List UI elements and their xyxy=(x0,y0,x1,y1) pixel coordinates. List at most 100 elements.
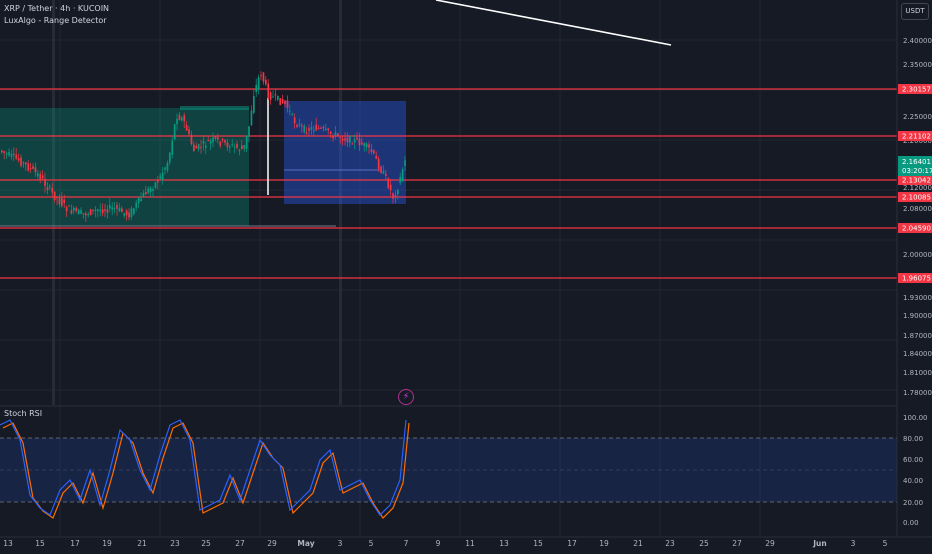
candle-body xyxy=(291,113,294,115)
level-label-bg xyxy=(898,84,932,94)
time-tick-label: 5 xyxy=(883,539,888,548)
oscillator-axis[interactable]: 100.00 80.00 60.00 40.00 20.00 0.00 xyxy=(903,414,928,527)
time-tick-label: 23 xyxy=(170,539,180,548)
candle-body xyxy=(387,178,390,188)
time-axis[interactable]: 13 15 17 19 21 23 25 27 29 May 3 5 7 9 11 13 15 17 19 21 23 2… xyxy=(3,539,887,548)
time-tick-label: 9 xyxy=(436,539,441,548)
candle-body xyxy=(164,167,166,170)
candle-body xyxy=(181,117,183,121)
level-labels: 2.30157 2.21102 2.13042 2.10085 2.04590 1.960… xyxy=(898,84,932,283)
candle-body xyxy=(87,213,90,216)
time-tick-label: 27 xyxy=(235,539,245,548)
candle-body xyxy=(253,96,255,113)
candle-body xyxy=(284,100,286,104)
candle-body xyxy=(289,110,291,112)
candle-body xyxy=(231,144,234,146)
time-tick-label: 11 xyxy=(465,539,475,548)
candle-body xyxy=(327,128,330,131)
oscillator-title[interactable]: Stoch RSI xyxy=(4,409,43,418)
candle-body xyxy=(219,141,222,146)
oscillator-tick-label: 20.00 xyxy=(903,499,923,507)
candle-body xyxy=(183,115,186,122)
candle-body xyxy=(212,137,214,143)
price-tick-label: 1.87000 xyxy=(903,332,932,340)
candle-body xyxy=(373,150,375,154)
candle-body xyxy=(269,92,272,100)
indicator-title[interactable]: LuxAlgo - Range Detector xyxy=(4,16,107,25)
time-tick-label: 21 xyxy=(137,539,147,548)
candle-body xyxy=(10,153,13,157)
candle-body xyxy=(111,207,114,210)
candle-body xyxy=(68,205,70,207)
candle-body xyxy=(39,174,42,181)
candle-body xyxy=(147,188,150,193)
lightning-icon[interactable]: ⚡ xyxy=(398,389,414,405)
time-tick-label: 3 xyxy=(338,539,343,548)
candle-body xyxy=(200,146,202,148)
level-label-bg xyxy=(898,273,932,283)
candle-body xyxy=(104,209,106,211)
time-tick-label: 15 xyxy=(533,539,543,548)
price-tick-label: 2.00000 xyxy=(903,251,932,259)
candle-body xyxy=(137,197,140,204)
candle-body xyxy=(301,125,303,127)
candle-body xyxy=(332,136,334,139)
candle-body xyxy=(190,134,193,145)
candle-body xyxy=(70,210,73,214)
candle-body xyxy=(161,172,164,180)
candle-body xyxy=(214,136,217,139)
candle-body xyxy=(262,72,265,82)
candle-body xyxy=(353,139,356,143)
candle-body xyxy=(305,132,308,134)
candle-body xyxy=(202,141,205,144)
currency-button[interactable]: USDT xyxy=(901,3,929,20)
candle-body xyxy=(380,166,382,173)
candle-body xyxy=(75,207,78,211)
candle-body xyxy=(73,207,75,211)
candle-body xyxy=(226,142,229,148)
range-box-blue xyxy=(284,101,406,204)
candle-body xyxy=(365,143,368,148)
session-separator xyxy=(339,0,342,405)
candle-body xyxy=(13,153,15,155)
candle-body xyxy=(310,127,313,130)
candle-body xyxy=(265,79,267,85)
candle-body xyxy=(346,137,349,143)
candle-body xyxy=(404,160,406,167)
candle-body xyxy=(193,144,195,152)
time-tick-label: 15 xyxy=(35,539,45,548)
candle-body xyxy=(46,187,49,190)
candle-body xyxy=(351,143,354,145)
candle-body xyxy=(197,144,200,150)
candle-body xyxy=(322,127,325,129)
time-tick-label: 17 xyxy=(567,539,577,548)
candle-body xyxy=(274,94,277,96)
level-label: 2.30157 xyxy=(902,86,931,94)
candle-body xyxy=(281,98,284,104)
candle-body xyxy=(375,155,378,160)
candle-body xyxy=(399,176,402,183)
candle-body xyxy=(313,130,315,132)
candle-body xyxy=(152,188,154,191)
candle-body xyxy=(207,139,210,142)
candle-body xyxy=(303,125,306,132)
level-label-bg xyxy=(898,131,932,141)
candle-body xyxy=(236,143,238,148)
candle-body xyxy=(293,117,296,124)
candle-body xyxy=(133,208,135,215)
price-tick-label: 2.40000 xyxy=(903,37,932,45)
level-label: 2.21102 xyxy=(902,133,931,141)
candle-body xyxy=(32,166,34,169)
time-tick-label: 25 xyxy=(699,539,709,548)
candle-body xyxy=(178,115,181,121)
candle-body xyxy=(63,199,66,204)
trend-line[interactable] xyxy=(435,0,672,46)
candle-body xyxy=(339,137,342,139)
candle-body xyxy=(238,150,241,152)
candle-body xyxy=(298,124,301,126)
range-box-green-upper xyxy=(180,106,249,110)
candle-body xyxy=(356,137,358,140)
symbol-title[interactable]: XRP / Tether · 4h · KUCOIN xyxy=(4,4,110,13)
candle-body xyxy=(176,118,178,125)
